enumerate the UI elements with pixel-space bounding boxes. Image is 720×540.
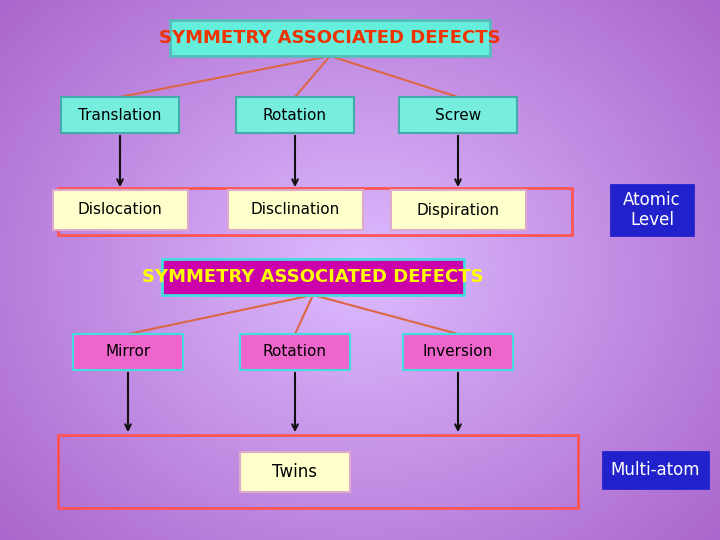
Text: Mirror: Mirror — [105, 345, 150, 360]
Text: Atomic
Level: Atomic Level — [623, 191, 681, 229]
FancyBboxPatch shape — [240, 452, 350, 492]
Text: Screw: Screw — [435, 107, 481, 123]
FancyBboxPatch shape — [162, 259, 464, 295]
Text: Twins: Twins — [272, 463, 318, 481]
FancyBboxPatch shape — [603, 452, 708, 488]
FancyBboxPatch shape — [390, 190, 526, 230]
FancyBboxPatch shape — [170, 20, 490, 56]
Text: SYMMETRY ASSOCIATED DEFECTS: SYMMETRY ASSOCIATED DEFECTS — [159, 29, 501, 47]
FancyBboxPatch shape — [61, 97, 179, 133]
FancyBboxPatch shape — [403, 334, 513, 370]
Text: Rotation: Rotation — [263, 107, 327, 123]
Text: Dislocation: Dislocation — [78, 202, 163, 218]
FancyBboxPatch shape — [228, 190, 362, 230]
Text: Disclination: Disclination — [251, 202, 340, 218]
FancyBboxPatch shape — [240, 334, 350, 370]
Text: Translation: Translation — [78, 107, 162, 123]
FancyBboxPatch shape — [53, 190, 187, 230]
FancyBboxPatch shape — [73, 334, 183, 370]
Text: Multi-atom: Multi-atom — [611, 461, 700, 479]
FancyBboxPatch shape — [399, 97, 517, 133]
Text: Rotation: Rotation — [263, 345, 327, 360]
FancyBboxPatch shape — [236, 97, 354, 133]
FancyBboxPatch shape — [611, 185, 693, 235]
Text: Inversion: Inversion — [423, 345, 493, 360]
Text: Dispiration: Dispiration — [416, 202, 500, 218]
Text: SYMMETRY ASSOCIATED DEFECTS: SYMMETRY ASSOCIATED DEFECTS — [142, 268, 484, 286]
